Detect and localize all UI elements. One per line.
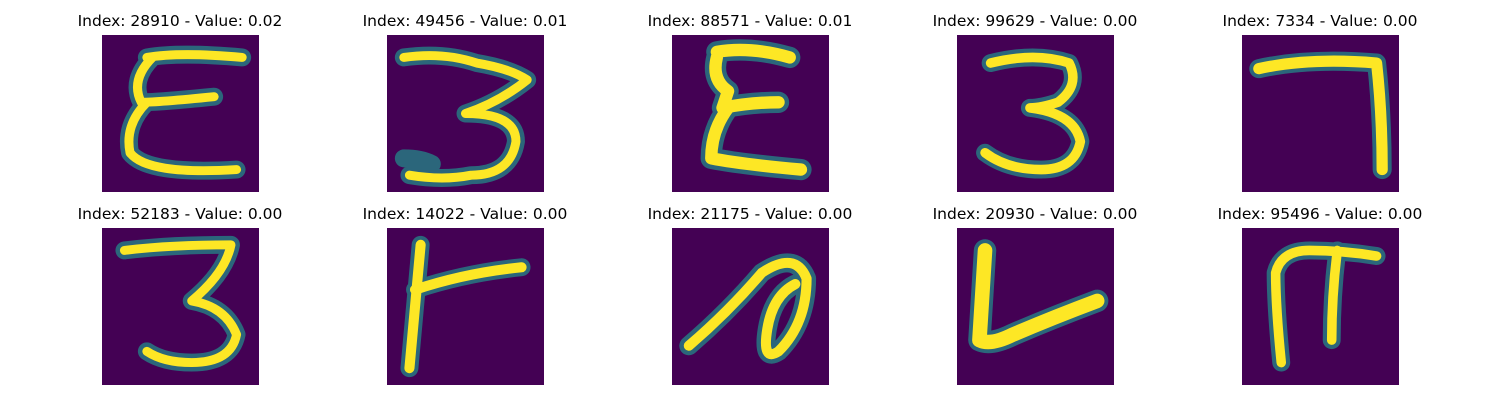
panel-title: Index: 88571 - Value: 0.01	[647, 12, 853, 30]
digit-image	[1242, 35, 1399, 192]
panel-title: Index: 21175 - Value: 0.00	[647, 205, 853, 223]
digit-image	[957, 228, 1114, 385]
panel-8: Index: 21175 - Value: 0.00	[600, 193, 900, 385]
panel-7: Index: 14022 - Value: 0.00	[315, 193, 615, 385]
panel-title: Index: 95496 - Value: 0.00	[1217, 205, 1423, 223]
panel-10: Index: 95496 - Value: 0.00	[1170, 193, 1470, 385]
panel-title: Index: 52183 - Value: 0.00	[77, 205, 283, 223]
panel-2: Index: 49456 - Value: 0.01	[315, 0, 615, 192]
digit-image	[387, 35, 544, 192]
digit-image	[957, 35, 1114, 192]
panel-6: Index: 52183 - Value: 0.00	[30, 193, 330, 385]
digit-image	[387, 228, 544, 385]
panel-9: Index: 20930 - Value: 0.00	[885, 193, 1185, 385]
digit-image	[102, 35, 259, 192]
panel-title: Index: 49456 - Value: 0.01	[362, 12, 568, 30]
panel-1: Index: 28910 - Value: 0.02	[30, 0, 330, 192]
digit-image	[1242, 228, 1399, 385]
panel-title: Index: 20930 - Value: 0.00	[932, 205, 1138, 223]
panel-4: Index: 99629 - Value: 0.00	[885, 0, 1185, 192]
panel-5: Index: 7334 - Value: 0.00	[1170, 0, 1470, 192]
panel-title: Index: 28910 - Value: 0.02	[77, 12, 283, 30]
panel-3: Index: 88571 - Value: 0.01	[600, 0, 900, 192]
panel-title: Index: 99629 - Value: 0.00	[932, 12, 1138, 30]
digit-image	[672, 35, 829, 192]
panel-title: Index: 14022 - Value: 0.00	[362, 205, 568, 223]
digit-image	[102, 228, 259, 385]
panel-title: Index: 7334 - Value: 0.00	[1222, 12, 1418, 30]
digit-image	[672, 228, 829, 385]
